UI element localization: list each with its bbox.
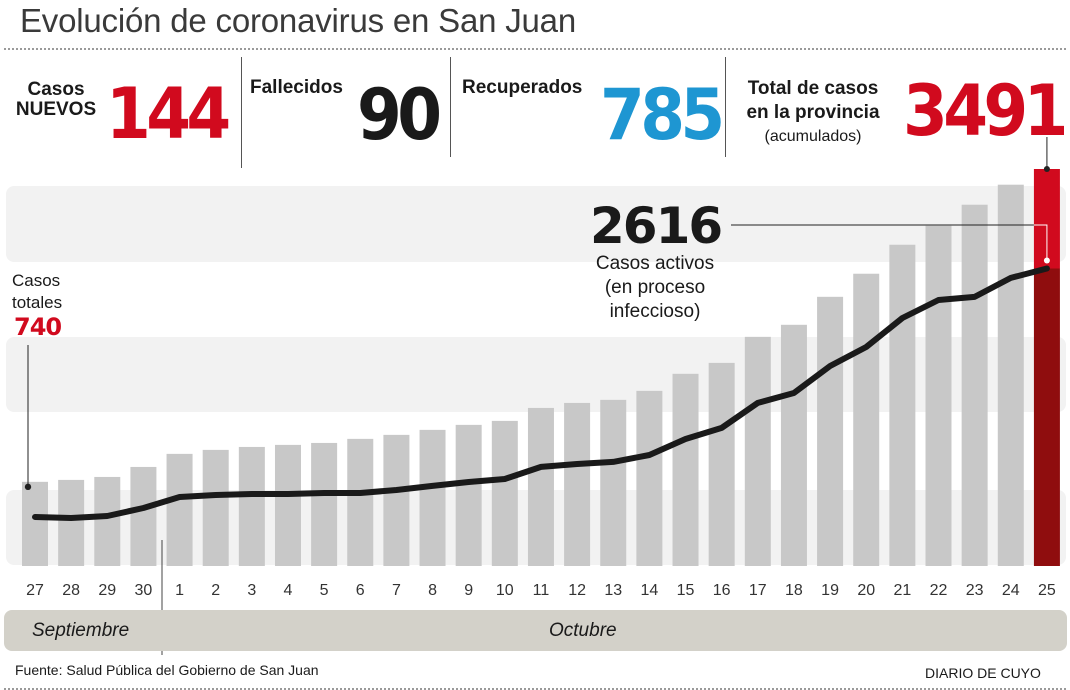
- kpi-nuevos-value: 144: [106, 73, 231, 155]
- x-tick-label: 2: [211, 582, 220, 599]
- month-label-octubre: Octubre: [549, 620, 617, 641]
- x-tick-label: 10: [496, 582, 514, 599]
- x-tick-label: 23: [966, 582, 984, 599]
- bar: [130, 466, 157, 566]
- bars: [22, 169, 1060, 567]
- connector-dot: [24, 483, 32, 491]
- annotation-first-total-value: 740: [14, 313, 62, 341]
- brand-label: DIARIO DE CUYO: [925, 665, 1041, 681]
- x-tick-label: 7: [392, 582, 401, 599]
- bar: [708, 362, 735, 566]
- bar: [491, 420, 518, 566]
- bar: [961, 204, 988, 567]
- connector-dot: [1043, 166, 1050, 172]
- x-tick-labels: 27 28 29 30 1 2 3 4 5 6 7 8 9 10 11 12 13 14 15 16 17 18 19 20 2…: [26, 582, 1056, 599]
- bar: [744, 336, 771, 566]
- bar: [600, 399, 627, 566]
- bar: [527, 407, 554, 566]
- x-tick-label: 30: [135, 582, 153, 599]
- kpi-recuperados-value: 785: [600, 74, 725, 156]
- kpi-recuperados-label: Recuperados: [462, 77, 583, 98]
- bar: [58, 479, 85, 566]
- bar-active-highlight: [1033, 268, 1060, 566]
- bar: [636, 390, 663, 566]
- bar: [383, 434, 410, 566]
- x-tick-label: 16: [713, 582, 731, 599]
- background-band: [6, 186, 1066, 262]
- bar: [94, 476, 121, 566]
- kpi-divider: [241, 57, 242, 168]
- bar: [311, 442, 338, 566]
- bar: [817, 296, 844, 566]
- x-tick-label: 14: [640, 582, 658, 599]
- x-tick-label: 24: [1002, 582, 1020, 599]
- bar: [780, 324, 807, 566]
- bar: [672, 373, 699, 566]
- x-tick-label: 8: [428, 582, 437, 599]
- x-tick-label: 12: [568, 582, 586, 599]
- x-tick-label: 17: [749, 582, 767, 599]
- bar: [347, 438, 374, 566]
- x-tick-label: 21: [893, 582, 911, 599]
- kpi-total-label: Total de casos en la provincia (acumulad…: [746, 78, 880, 146]
- bar: [274, 444, 301, 566]
- bar: [997, 184, 1024, 567]
- kpi-divider: [725, 57, 726, 157]
- active-cases-line-layer: [32, 265, 1050, 521]
- kpi-total-value: 3491: [903, 70, 1068, 152]
- x-tick-label: 6: [356, 582, 365, 599]
- bar: [925, 225, 952, 567]
- x-tick-label: 19: [821, 582, 839, 599]
- kpi-nuevos-label: Casos NUEVOS: [15, 79, 97, 120]
- page-title: Evolución de coronavirus en San Juan: [20, 2, 576, 39]
- bar: [853, 273, 880, 566]
- x-tick-label: 22: [930, 582, 948, 599]
- x-tick-label: 1: [175, 582, 184, 599]
- bar: [166, 453, 193, 566]
- bar: [455, 424, 482, 566]
- x-tick-label: 25: [1038, 582, 1056, 599]
- source-note: Fuente: Salud Pública del Gobierno de Sa…: [15, 662, 319, 678]
- x-tick-label: 20: [857, 582, 875, 599]
- bar: [564, 402, 591, 566]
- month-band: [4, 610, 1067, 651]
- annotation-active-label: Casos activos (en proceso infeccioso): [595, 253, 715, 322]
- x-tick-label: 29: [98, 582, 116, 599]
- x-tick-label: 9: [464, 582, 473, 599]
- kpi-divider: [450, 57, 451, 157]
- bar: [238, 446, 265, 566]
- kpi-fallecidos-label: Fallecidos: [250, 77, 343, 98]
- title-divider: [4, 48, 1066, 50]
- annotation-active-value: 2616: [590, 197, 723, 255]
- annotation-first-total: Casos totales: [12, 271, 63, 312]
- bar: [889, 244, 916, 566]
- x-tick-label: 15: [677, 582, 695, 599]
- x-tick-label: 3: [247, 582, 256, 599]
- x-tick-label: 4: [284, 582, 293, 599]
- x-tick-label: 18: [785, 582, 803, 599]
- connector-dot: [1043, 257, 1050, 264]
- bar: [419, 429, 446, 566]
- connector-active-inner: [1033, 224, 1048, 261]
- bar: [202, 449, 229, 566]
- x-tick-label: 27: [26, 582, 44, 599]
- x-tick-label: 28: [62, 582, 80, 599]
- x-tick-label: 5: [320, 582, 329, 599]
- x-tick-label: 13: [604, 582, 622, 599]
- month-label-septiembre: Septiembre: [32, 620, 130, 641]
- bar: [22, 481, 48, 566]
- kpi-fallecidos-value: 90: [357, 74, 442, 156]
- x-tick-label: 11: [533, 582, 550, 599]
- bottom-divider: [4, 688, 1066, 690]
